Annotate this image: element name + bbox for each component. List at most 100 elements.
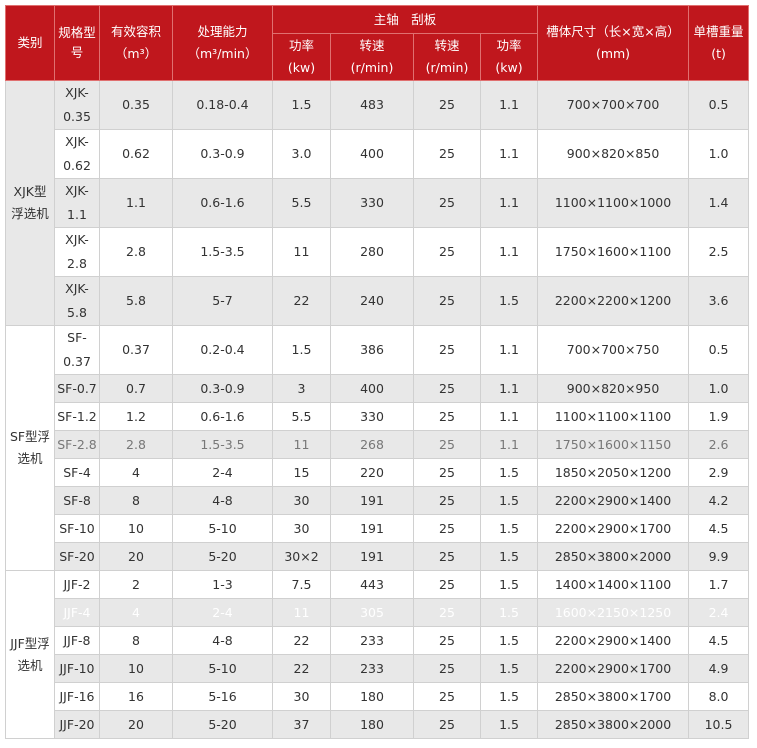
table-row: JJF-16 16 5-16 30 180 25 1.5 2850×3800×1700 8.0 xyxy=(6,682,750,711)
header-weight-unit: (t) xyxy=(711,46,726,61)
table-cell: 2-4 xyxy=(172,598,273,627)
table-cell: 5-10 xyxy=(172,654,273,683)
table-cell: 305 xyxy=(330,598,414,627)
model-cell: XJK-5.8 xyxy=(54,276,100,326)
table-cell: 900×820×850 xyxy=(537,129,690,179)
table-cell: 1.5 xyxy=(479,276,539,326)
table-cell: 2-4 xyxy=(172,458,273,487)
table-cell: 1-3 xyxy=(172,570,273,599)
table-cell: 25 xyxy=(413,626,481,655)
table-cell: 5.5 xyxy=(272,402,331,431)
table-cell: 0.3-0.9 xyxy=(172,374,273,403)
table-cell: 180 xyxy=(330,682,414,711)
table-row: JJF-20 20 5-20 37 180 25 1.5 2850×3800×2000 10.5 xyxy=(6,710,750,739)
table-cell: 1100×1100×1000 xyxy=(537,178,690,228)
table-cell: 400 xyxy=(330,129,414,179)
table-cell: 2 xyxy=(99,570,173,599)
model-cell: SF-8 xyxy=(54,486,100,515)
table-row: XJK-2.8 2.8 1.5-3.5 11 280 25 1.1 1750×1600×110… xyxy=(6,227,750,277)
table-cell: 1.2 xyxy=(99,402,173,431)
table-cell: 1.5 xyxy=(272,80,331,130)
table-cell: 30×2 xyxy=(272,542,331,571)
table-cell: 1.1 xyxy=(479,374,539,403)
table-row: SF-10 10 5-10 30 191 25 1.5 2200×2900×1700 4.5 xyxy=(6,514,750,543)
table-cell: 2850×3800×2000 xyxy=(537,710,690,739)
table-cell: 25 xyxy=(413,514,481,543)
table-row: JJF型浮选机 JJF-2 2 1-3 7.5 443 25 1.5 1400×1400×110… xyxy=(5,570,750,739)
table-row: XJK-1.1 1.1 0.6-1.6 5.5 330 25 1.1 1100×1100×10… xyxy=(6,178,750,228)
table-cell: 4-8 xyxy=(172,626,273,655)
table-cell: 25 xyxy=(413,129,481,179)
model-cell: XJK-0.35 xyxy=(54,80,100,130)
header-size: 槽体尺寸（长×宽×高） (mm) xyxy=(537,5,690,81)
table-cell: 1.9 xyxy=(688,402,750,431)
table-header: 类别 规格型号 有效容积 （m³） 处理能力 （m³/min） 主轴 刮板 槽体尺寸… xyxy=(5,5,750,81)
table-cell: 1.1 xyxy=(479,402,539,431)
header-scraper-power-label: 功率 xyxy=(496,38,522,53)
table-row: JJF-10 10 5-10 22 233 25 1.5 2200×2900×1700 4.9 xyxy=(6,654,750,683)
header-group: 主轴 刮板 xyxy=(271,5,539,34)
table-cell: 4.5 xyxy=(688,626,750,655)
header-weight-label: 单槽重量 xyxy=(693,24,744,39)
model-cell: JJF-16 xyxy=(54,682,100,711)
header-scraper-speed-label: 转速 xyxy=(434,38,460,53)
table-cell: 1100×1100×1100 xyxy=(537,402,690,431)
table-row: SF-2.8 2.8 1.5-3.5 11 268 25 1.1 1750×1600×1150… xyxy=(6,430,750,459)
table-row: SF-4 4 2-4 15 220 25 1.5 1850×2050×1200 2.9 xyxy=(6,458,750,487)
header-shaft-power: 功率 (kw) xyxy=(272,33,331,81)
header-shaft-speed-label: 转速 xyxy=(359,38,385,53)
table-cell: 1.1 xyxy=(479,227,539,277)
table-cell: 1.7 xyxy=(688,570,750,599)
table-cell: 400 xyxy=(330,374,414,403)
table-cell: 0.3-0.9 xyxy=(172,129,273,179)
table-cell: 1.5 xyxy=(479,682,539,711)
table-cell: 25 xyxy=(413,654,481,683)
table-cell: 4 xyxy=(99,458,173,487)
table-row: SF-20 20 5-20 30×2 191 25 1.5 2850×3800×2000 9.9 xyxy=(6,542,750,571)
table-cell: 20 xyxy=(99,542,173,571)
table-cell: 1.1 xyxy=(479,430,539,459)
table-cell: 1.1 xyxy=(99,178,173,228)
table-cell: 330 xyxy=(330,178,414,228)
table-cell: 4 xyxy=(99,598,173,627)
table-cell: 22 xyxy=(272,276,331,326)
table-cell: 2850×3800×1700 xyxy=(537,682,690,711)
table-cell: 16 xyxy=(99,682,173,711)
model-cell: SF-0.37 xyxy=(54,325,100,375)
table-cell: 2.8 xyxy=(99,227,173,277)
table-cell: 2.6 xyxy=(688,430,750,459)
table-cell: 2.5 xyxy=(688,227,750,277)
table-cell: 7.5 xyxy=(272,570,331,599)
table-cell: 1.5 xyxy=(479,626,539,655)
table-cell: 1.5 xyxy=(479,710,539,739)
table-cell: 233 xyxy=(330,626,414,655)
table-cell: 0.7 xyxy=(99,374,173,403)
table-cell: 0.5 xyxy=(688,325,750,375)
table-cell: 1.5 xyxy=(479,598,539,627)
table-cell: 2200×2900×1700 xyxy=(537,654,690,683)
table-cell: 1.4 xyxy=(688,178,750,228)
table-cell: 25 xyxy=(413,458,481,487)
table-cell: 2.8 xyxy=(99,430,173,459)
table-cell: 0.62 xyxy=(99,129,173,179)
table-row: JJF-4 4 2-4 11 305 25 1.5 1600×2150×1250 2.4 xyxy=(6,598,750,627)
table-cell: 1.1 xyxy=(479,178,539,228)
table-cell: 1.1 xyxy=(479,80,539,130)
table-cell: 1400×1400×1100 xyxy=(537,570,690,599)
model-cell: XJK-2.8 xyxy=(54,227,100,277)
table-cell: 4.9 xyxy=(688,654,750,683)
table-cell: 25 xyxy=(413,227,481,277)
header-shaft-power-label: 功率 xyxy=(288,38,314,53)
table-cell: 11 xyxy=(272,430,331,459)
table-cell: 0.35 xyxy=(99,80,173,130)
table-cell: 30 xyxy=(272,682,331,711)
header-volume-unit: （m³） xyxy=(114,46,158,61)
header-scraper-power-unit: (kw) xyxy=(495,60,523,75)
category-jjf: JJF型浮选机 xyxy=(5,570,55,739)
table-cell: 1.5-3.5 xyxy=(172,430,273,459)
table-cell: 386 xyxy=(330,325,414,375)
header-category: 类别 xyxy=(5,5,55,81)
header-volume: 有效容积 （m³） xyxy=(99,5,173,81)
table-cell: 1.5 xyxy=(479,542,539,571)
table-cell: 180 xyxy=(330,710,414,739)
